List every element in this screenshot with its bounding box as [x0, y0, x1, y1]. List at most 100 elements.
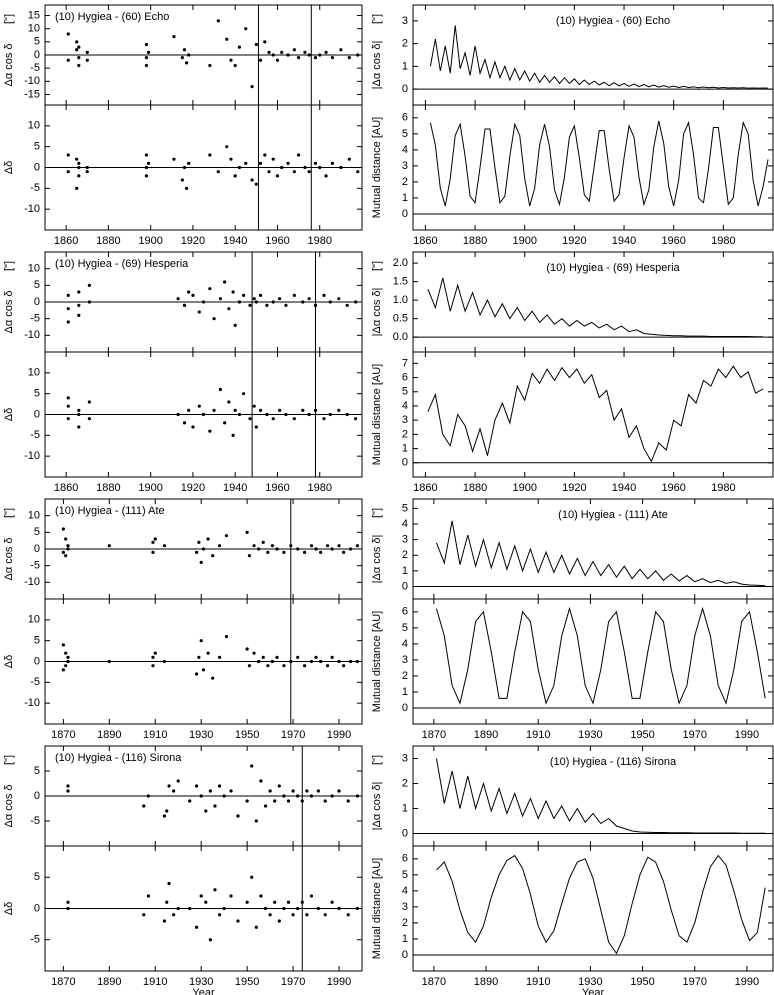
data-point	[330, 794, 334, 798]
data-point	[66, 659, 70, 664]
y-tick-label: 0	[402, 208, 408, 220]
data-point	[229, 894, 233, 898]
data-point	[247, 664, 252, 668]
panel-title: (10) Hygiea - (111) Ate	[558, 509, 668, 521]
data-point	[208, 287, 212, 291]
panel-frame	[412, 845, 774, 972]
data-point	[316, 906, 320, 911]
y-tick-label: 5	[34, 526, 40, 538]
data-point	[77, 63, 81, 68]
data-point	[355, 794, 360, 798]
data-point	[233, 408, 237, 412]
data-point	[172, 157, 176, 161]
data-point	[252, 544, 256, 548]
y-tick-label: -5	[30, 182, 40, 194]
data-point	[77, 45, 81, 49]
data-point	[300, 799, 304, 803]
data-point	[217, 784, 222, 788]
data-point	[204, 809, 208, 813]
y-axis-label: Mutual distance [AU]	[371, 858, 383, 960]
data-point	[218, 387, 223, 392]
data-point	[201, 412, 206, 417]
data-point	[66, 320, 70, 324]
y-tick-label: 10	[28, 614, 40, 626]
data-point	[187, 408, 191, 412]
y-tick-label: 2	[402, 777, 408, 789]
data-point	[258, 58, 263, 62]
data-point	[282, 906, 286, 911]
y-tick-label: -10	[24, 697, 40, 709]
data-point	[201, 300, 206, 304]
data-point	[265, 303, 269, 307]
data-point	[61, 527, 65, 531]
y-tick-label: 2	[402, 549, 408, 561]
data-point	[354, 300, 358, 304]
data-point	[201, 668, 206, 672]
x-tick-label: 1950	[630, 976, 654, 988]
data-point	[245, 530, 249, 534]
data-point	[355, 544, 360, 548]
data-point	[223, 280, 227, 284]
data-point	[75, 157, 79, 161]
data-point	[271, 157, 275, 161]
y-tick-label: -5	[30, 313, 40, 325]
panel-title: (10) Hygiea - (69) Hesperia	[546, 262, 680, 274]
data-point	[222, 794, 226, 798]
y-tick-label: 5	[34, 141, 40, 153]
data-point	[197, 540, 201, 544]
y-tick-label: 5	[402, 622, 408, 634]
data-point	[346, 913, 350, 917]
data-point	[162, 659, 167, 664]
data-point	[271, 300, 275, 304]
data-point	[225, 145, 229, 149]
data-line	[427, 277, 764, 338]
data-point	[270, 544, 275, 548]
x-tick-label: 1940	[223, 235, 247, 247]
data-point	[107, 659, 111, 664]
data-point	[325, 544, 330, 548]
x-tick-label: 1960	[265, 235, 289, 247]
panel-frame	[412, 104, 774, 231]
x-tick-label: 1970	[682, 976, 706, 988]
data-point	[302, 550, 307, 554]
y-tick-label: 10	[28, 510, 40, 522]
x-tick-label: 1910	[526, 729, 550, 741]
y-tick-label: 0	[402, 457, 408, 469]
data-point	[77, 56, 81, 60]
x-tick-label: 1890	[97, 729, 121, 741]
y-tick-label: 0	[34, 49, 40, 61]
data-point	[252, 651, 256, 655]
x-tick-label: 1870	[422, 729, 446, 741]
data-point	[77, 290, 81, 294]
x-tick-label: 1930	[189, 729, 213, 741]
x-tick-label: 1900	[512, 235, 536, 247]
y-tick-label: 6	[402, 371, 408, 383]
data-point	[172, 913, 176, 917]
data-point	[337, 408, 341, 412]
data-point	[286, 161, 290, 165]
y-tick-label: 5	[402, 869, 408, 881]
data-point	[233, 63, 237, 68]
y-axis-unit: ["]	[3, 508, 15, 518]
y-tick-label: 6	[402, 112, 408, 124]
x-tick-label: 1950	[630, 729, 654, 741]
data-point	[356, 170, 360, 174]
data-point	[297, 153, 301, 157]
data-point	[282, 794, 286, 798]
data-point	[66, 307, 70, 311]
data-line	[435, 758, 766, 834]
data-point	[75, 40, 79, 44]
data-point	[346, 799, 350, 803]
data-point	[284, 303, 288, 307]
data-point	[217, 913, 222, 917]
data-point	[242, 392, 246, 396]
data-point	[309, 659, 314, 664]
data-point	[176, 297, 180, 301]
data-point	[85, 50, 89, 54]
data-point	[66, 404, 70, 408]
y-axis-label: Δα cos δ	[3, 537, 15, 580]
data-point	[273, 799, 277, 803]
x-tick-label: 1910	[143, 729, 167, 741]
x-tick-label: 1950	[235, 976, 259, 988]
data-point	[330, 655, 334, 659]
